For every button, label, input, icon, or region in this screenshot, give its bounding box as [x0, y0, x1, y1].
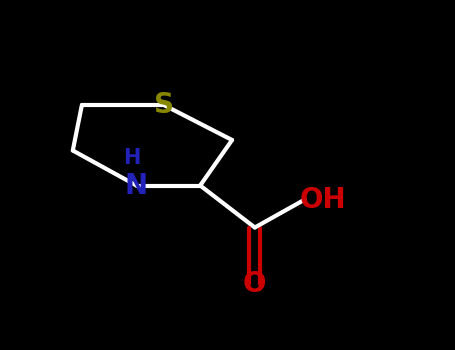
Text: H: H	[123, 147, 141, 168]
Text: N: N	[125, 172, 148, 200]
Text: OH: OH	[300, 186, 346, 214]
Text: S: S	[154, 91, 174, 119]
Text: O: O	[243, 270, 267, 298]
